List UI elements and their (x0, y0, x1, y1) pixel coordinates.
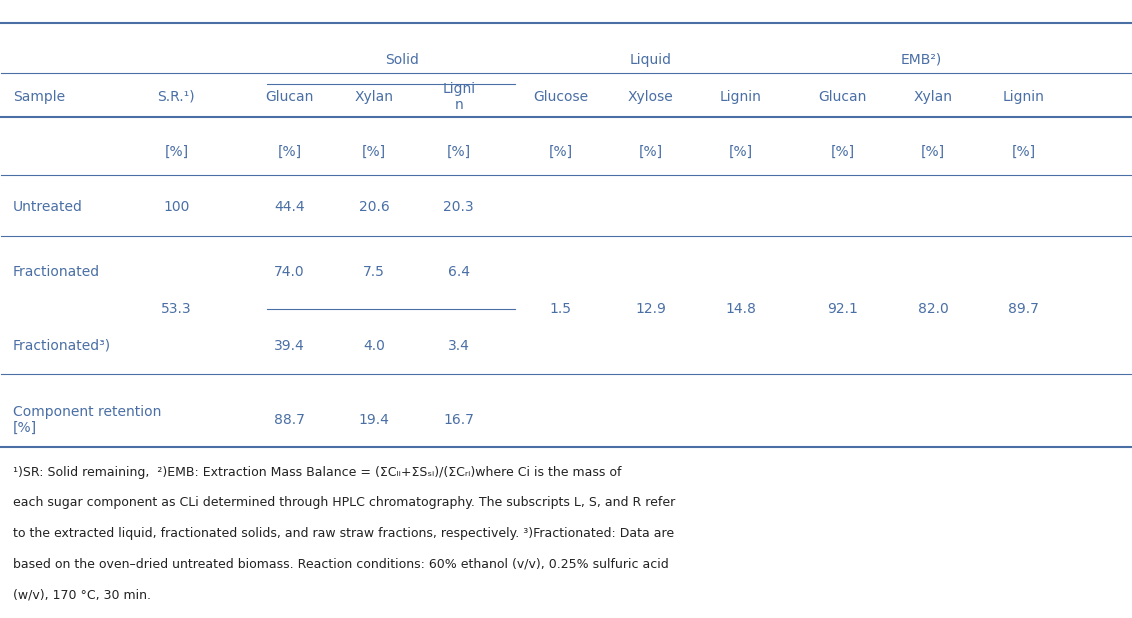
Text: 7.5: 7.5 (363, 265, 385, 279)
Text: Ligni
n: Ligni n (443, 82, 475, 112)
Text: 53.3: 53.3 (161, 302, 191, 316)
Text: [%]: [%] (164, 145, 189, 159)
Text: Component retention
[%]: Component retention [%] (12, 405, 161, 435)
Text: 19.4: 19.4 (359, 413, 389, 427)
Text: Glucan: Glucan (265, 90, 314, 104)
Text: [%]: [%] (277, 145, 301, 159)
Text: (w/v), 170 °C, 30 min.: (w/v), 170 °C, 30 min. (12, 588, 151, 601)
Text: 82.0: 82.0 (918, 302, 949, 316)
Text: Glucan: Glucan (818, 90, 867, 104)
Text: Fractionated: Fractionated (12, 265, 100, 279)
Text: [%]: [%] (548, 145, 573, 159)
Text: 39.4: 39.4 (274, 339, 305, 353)
Text: 88.7: 88.7 (274, 413, 305, 427)
Text: [%]: [%] (729, 145, 753, 159)
Text: 16.7: 16.7 (444, 413, 474, 427)
Text: Liquid: Liquid (629, 53, 671, 67)
Text: 12.9: 12.9 (635, 302, 666, 316)
Text: Lignin: Lignin (720, 90, 762, 104)
Text: 44.4: 44.4 (274, 200, 305, 214)
Text: based on the oven–dried untreated biomass. Reaction conditions: 60% ethanol (v/v: based on the oven–dried untreated biomas… (12, 558, 668, 571)
Text: 89.7: 89.7 (1007, 302, 1039, 316)
Text: Xylose: Xylose (628, 90, 674, 104)
Text: S.R.¹): S.R.¹) (157, 90, 195, 104)
Text: [%]: [%] (638, 145, 662, 159)
Text: [%]: [%] (1011, 145, 1036, 159)
Text: 100: 100 (163, 200, 189, 214)
Text: [%]: [%] (362, 145, 386, 159)
Text: EMB²): EMB²) (901, 53, 942, 67)
Text: ¹)SR: Solid remaining,  ²)EMB: Extraction Mass Balance = (ΣCₗᵢ+ΣSₛᵢ)/(ΣCᵣᵢ)where: ¹)SR: Solid remaining, ²)EMB: Extraction… (12, 465, 621, 478)
Text: 92.1: 92.1 (827, 302, 858, 316)
Text: 20.3: 20.3 (444, 200, 474, 214)
Text: 3.4: 3.4 (448, 339, 470, 353)
Text: Xylan: Xylan (914, 90, 952, 104)
Text: Lignin: Lignin (1003, 90, 1045, 104)
Text: Sample: Sample (12, 90, 65, 104)
Text: Solid: Solid (385, 53, 419, 67)
Text: [%]: [%] (447, 145, 471, 159)
Text: 4.0: 4.0 (363, 339, 385, 353)
Text: [%]: [%] (921, 145, 945, 159)
Text: [%]: [%] (831, 145, 855, 159)
Text: 74.0: 74.0 (274, 265, 305, 279)
Text: to the extracted liquid, fractionated solids, and raw straw fractions, respectiv: to the extracted liquid, fractionated so… (12, 527, 674, 540)
Text: Fractionated³): Fractionated³) (12, 339, 111, 353)
Text: each sugar component as CLi determined through HPLC chromatography. The subscrip: each sugar component as CLi determined t… (12, 496, 675, 509)
Text: Glucose: Glucose (533, 90, 588, 104)
Text: 14.8: 14.8 (726, 302, 756, 316)
Text: 20.6: 20.6 (359, 200, 389, 214)
Text: Xylan: Xylan (354, 90, 394, 104)
Text: 6.4: 6.4 (448, 265, 470, 279)
Text: 1.5: 1.5 (549, 302, 572, 316)
Text: Untreated: Untreated (12, 200, 83, 214)
